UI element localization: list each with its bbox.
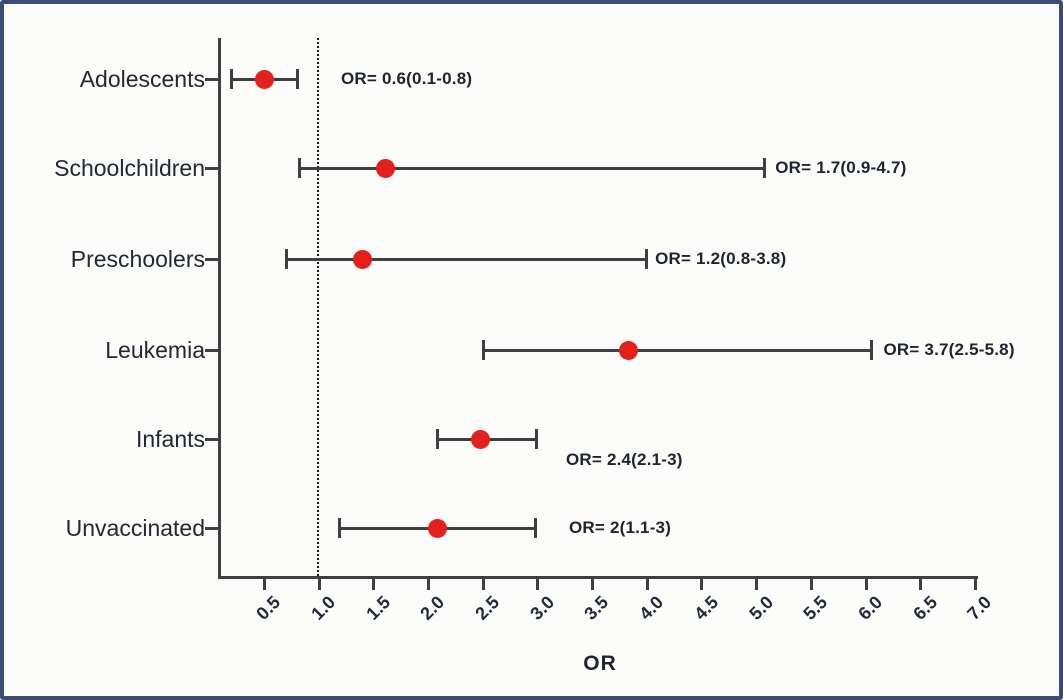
- point-marker: [427, 518, 447, 538]
- x-tick: [591, 579, 594, 590]
- category-label: Schoolchildren: [54, 155, 205, 181]
- point-marker: [471, 429, 491, 449]
- or-annotation: OR= 0.6(0.1-0.8): [341, 69, 473, 88]
- x-tick: [317, 579, 321, 590]
- category-label: Infants: [135, 426, 205, 452]
- reference-line-or-1: [317, 38, 319, 576]
- or-annotation: OR= 2.4(2.1-3): [566, 450, 683, 469]
- or-annotation: OR= 3.7(2.5-5.8): [883, 340, 1015, 359]
- x-tick-label: 2.0: [416, 592, 449, 624]
- point-marker: [619, 340, 639, 360]
- error-bar-cap-left: [297, 158, 301, 178]
- x-tick: [372, 579, 376, 590]
- error-bar-cap-right: [762, 158, 766, 178]
- y-tick: [205, 166, 219, 170]
- x-tick: [755, 579, 759, 590]
- error-bar: [286, 257, 647, 261]
- error-bar-cap-right: [535, 429, 539, 449]
- x-tick-label: 1.0: [307, 592, 340, 624]
- x-tick: [645, 579, 649, 590]
- category-label: Unvaccinated: [65, 515, 205, 541]
- point-marker: [353, 249, 373, 269]
- x-tick: [919, 579, 923, 590]
- error-bar-cap-right: [869, 340, 873, 360]
- category-label: Leukemia: [105, 337, 205, 363]
- x-tick-label: 3.0: [526, 592, 558, 624]
- x-tick: [700, 579, 704, 590]
- error-bar-cap-right: [534, 518, 538, 538]
- category-label: Preschoolers: [70, 246, 205, 272]
- x-tick: [481, 579, 485, 590]
- x-tick-label: 0.5: [252, 592, 285, 624]
- error-bar-cap-right: [295, 69, 299, 89]
- y-tick: [205, 526, 219, 530]
- x-tick-label: 5.5: [799, 592, 832, 624]
- y-tick: [205, 257, 219, 261]
- x-tick: [262, 579, 266, 590]
- or-annotation: OR= 1.7(0.9-4.7): [775, 158, 907, 177]
- x-tick: [426, 579, 430, 590]
- category-label: Adolescents: [79, 66, 205, 92]
- error-bar: [483, 348, 872, 352]
- error-bar-cap-left: [229, 69, 233, 89]
- x-tick: [973, 579, 977, 590]
- x-tick-label: 7.0: [963, 592, 996, 624]
- or-annotation: OR= 1.2(0.8-3.8): [655, 249, 787, 268]
- error-bar-cap-left: [481, 340, 485, 360]
- or-annotation: OR= 2(1.1-3): [569, 518, 672, 537]
- y-tick: [205, 437, 219, 441]
- x-axis-line: [218, 576, 978, 579]
- x-tick-label: 1.5: [362, 592, 394, 624]
- y-tick: [205, 348, 219, 352]
- error-bar-cap-right: [644, 249, 648, 269]
- error-bar-cap-left: [284, 249, 288, 269]
- point-marker: [376, 158, 396, 178]
- x-tick: [864, 579, 868, 590]
- x-tick: [536, 579, 540, 590]
- x-tick-label: 4.5: [690, 592, 723, 624]
- error-bar: [299, 166, 765, 170]
- x-tick-label: 4.0: [635, 592, 668, 624]
- error-bar-cap-left: [435, 429, 439, 449]
- x-axis-title: OR: [583, 652, 617, 675]
- x-tick-label: 3.5: [580, 592, 613, 624]
- x-tick-label: 6.5: [909, 592, 941, 624]
- x-tick-label: 2.5: [471, 592, 504, 624]
- error-bar-cap-left: [338, 518, 342, 538]
- y-tick: [205, 77, 219, 81]
- x-tick-label: 5.0: [744, 592, 777, 624]
- x-tick: [809, 579, 813, 590]
- x-tick-label: 6.0: [854, 592, 887, 624]
- point-marker: [254, 69, 274, 89]
- y-axis-line: [218, 38, 221, 579]
